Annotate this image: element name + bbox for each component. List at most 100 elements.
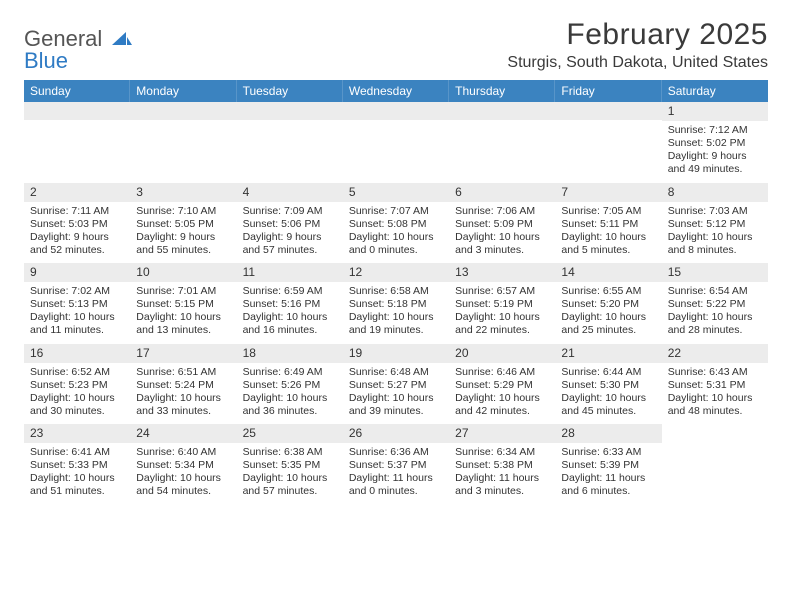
- day-line-ss: Sunset: 5:35 PM: [243, 459, 337, 472]
- day-line-d2: and 22 minutes.: [455, 324, 549, 337]
- day-cell: 5Sunrise: 7:07 AMSunset: 5:08 PMDaylight…: [343, 183, 449, 264]
- day-line-sr: Sunrise: 7:02 AM: [30, 285, 124, 298]
- day-cell: 22Sunrise: 6:43 AMSunset: 5:31 PMDayligh…: [662, 344, 768, 425]
- empty-day-bar: [555, 102, 661, 120]
- day-line-d2: and 51 minutes.: [30, 485, 124, 498]
- day-body: Sunrise: 6:33 AMSunset: 5:39 PMDaylight:…: [555, 443, 661, 505]
- day-cell: 6Sunrise: 7:06 AMSunset: 5:09 PMDaylight…: [449, 183, 555, 264]
- day-cell: [343, 102, 449, 183]
- day-line-sr: Sunrise: 7:03 AM: [668, 205, 762, 218]
- day-number: 23: [24, 424, 130, 443]
- day-line-sr: Sunrise: 7:01 AM: [136, 285, 230, 298]
- day-line-d1: Daylight: 10 hours: [561, 311, 655, 324]
- day-line-sr: Sunrise: 6:41 AM: [30, 446, 124, 459]
- day-cell: 13Sunrise: 6:57 AMSunset: 5:19 PMDayligh…: [449, 263, 555, 344]
- day-line-d1: Daylight: 11 hours: [455, 472, 549, 485]
- day-cell: [662, 424, 768, 505]
- day-line-sr: Sunrise: 6:52 AM: [30, 366, 124, 379]
- day-body: Sunrise: 6:54 AMSunset: 5:22 PMDaylight:…: [662, 282, 768, 344]
- day-body: Sunrise: 7:01 AMSunset: 5:15 PMDaylight:…: [130, 282, 236, 344]
- day-line-d1: Daylight: 10 hours: [136, 472, 230, 485]
- day-line-sr: Sunrise: 7:09 AM: [243, 205, 337, 218]
- day-line-ss: Sunset: 5:38 PM: [455, 459, 549, 472]
- day-line-sr: Sunrise: 6:38 AM: [243, 446, 337, 459]
- brand-logo: General Blue: [24, 18, 132, 72]
- day-line-d2: and 3 minutes.: [455, 244, 549, 257]
- day-cell: 20Sunrise: 6:46 AMSunset: 5:29 PMDayligh…: [449, 344, 555, 425]
- week-row: 9Sunrise: 7:02 AMSunset: 5:13 PMDaylight…: [24, 263, 768, 344]
- day-cell: 14Sunrise: 6:55 AMSunset: 5:20 PMDayligh…: [555, 263, 661, 344]
- day-line-sr: Sunrise: 7:07 AM: [349, 205, 443, 218]
- day-line-ss: Sunset: 5:31 PM: [668, 379, 762, 392]
- day-line-d1: Daylight: 10 hours: [668, 311, 762, 324]
- empty-day-bar: [130, 102, 236, 120]
- day-cell: 9Sunrise: 7:02 AMSunset: 5:13 PMDaylight…: [24, 263, 130, 344]
- day-line-sr: Sunrise: 6:44 AM: [561, 366, 655, 379]
- day-line-d1: Daylight: 11 hours: [561, 472, 655, 485]
- day-line-d1: Daylight: 10 hours: [30, 472, 124, 485]
- day-line-d1: Daylight: 9 hours: [136, 231, 230, 244]
- day-line-d2: and 11 minutes.: [30, 324, 124, 337]
- day-line-d1: Daylight: 10 hours: [349, 311, 443, 324]
- day-line-d2: and 13 minutes.: [136, 324, 230, 337]
- day-number: 19: [343, 344, 449, 363]
- day-line-ss: Sunset: 5:09 PM: [455, 218, 549, 231]
- day-line-ss: Sunset: 5:08 PM: [349, 218, 443, 231]
- day-line-d1: Daylight: 11 hours: [349, 472, 443, 485]
- weeks-container: 1Sunrise: 7:12 AMSunset: 5:02 PMDaylight…: [24, 102, 768, 505]
- title-block: February 2025 Sturgis, South Dakota, Uni…: [507, 18, 768, 72]
- day-body: Sunrise: 6:44 AMSunset: 5:30 PMDaylight:…: [555, 363, 661, 425]
- day-line-d2: and 45 minutes.: [561, 405, 655, 418]
- day-body: Sunrise: 7:05 AMSunset: 5:11 PMDaylight:…: [555, 202, 661, 264]
- day-line-sr: Sunrise: 6:46 AM: [455, 366, 549, 379]
- day-number: 2: [24, 183, 130, 202]
- day-line-ss: Sunset: 5:02 PM: [668, 137, 762, 150]
- day-cell: [449, 102, 555, 183]
- day-cell: 4Sunrise: 7:09 AMSunset: 5:06 PMDaylight…: [237, 183, 343, 264]
- day-line-d2: and 30 minutes.: [30, 405, 124, 418]
- day-of-week-header: SundayMondayTuesdayWednesdayThursdayFrid…: [24, 80, 768, 102]
- day-number: 8: [662, 183, 768, 202]
- day-body: Sunrise: 6:55 AMSunset: 5:20 PMDaylight:…: [555, 282, 661, 344]
- day-body: Sunrise: 7:03 AMSunset: 5:12 PMDaylight:…: [662, 202, 768, 264]
- dow-cell: Monday: [130, 80, 236, 102]
- day-line-ss: Sunset: 5:24 PM: [136, 379, 230, 392]
- day-number: 9: [24, 263, 130, 282]
- day-number: 3: [130, 183, 236, 202]
- day-line-sr: Sunrise: 6:54 AM: [668, 285, 762, 298]
- day-cell: 27Sunrise: 6:34 AMSunset: 5:38 PMDayligh…: [449, 424, 555, 505]
- day-body: Sunrise: 7:06 AMSunset: 5:09 PMDaylight:…: [449, 202, 555, 264]
- day-line-ss: Sunset: 5:33 PM: [30, 459, 124, 472]
- day-line-d2: and 16 minutes.: [243, 324, 337, 337]
- day-line-sr: Sunrise: 6:59 AM: [243, 285, 337, 298]
- day-cell: 25Sunrise: 6:38 AMSunset: 5:35 PMDayligh…: [237, 424, 343, 505]
- day-line-ss: Sunset: 5:30 PM: [561, 379, 655, 392]
- empty-day-bar: [24, 102, 130, 120]
- location-subtitle: Sturgis, South Dakota, United States: [507, 54, 768, 72]
- day-line-d2: and 28 minutes.: [668, 324, 762, 337]
- day-number: 5: [343, 183, 449, 202]
- day-line-ss: Sunset: 5:18 PM: [349, 298, 443, 311]
- day-line-d2: and 25 minutes.: [561, 324, 655, 337]
- logo-word-2: Blue: [24, 50, 132, 72]
- day-line-ss: Sunset: 5:22 PM: [668, 298, 762, 311]
- day-body: Sunrise: 6:43 AMSunset: 5:31 PMDaylight:…: [662, 363, 768, 425]
- day-body: Sunrise: 7:11 AMSunset: 5:03 PMDaylight:…: [24, 202, 130, 264]
- day-line-sr: Sunrise: 6:51 AM: [136, 366, 230, 379]
- day-body: Sunrise: 6:41 AMSunset: 5:33 PMDaylight:…: [24, 443, 130, 505]
- day-line-ss: Sunset: 5:20 PM: [561, 298, 655, 311]
- day-line-sr: Sunrise: 7:11 AM: [30, 205, 124, 218]
- day-line-d1: Daylight: 9 hours: [243, 231, 337, 244]
- day-cell: 3Sunrise: 7:10 AMSunset: 5:05 PMDaylight…: [130, 183, 236, 264]
- day-line-d2: and 55 minutes.: [136, 244, 230, 257]
- week-row: 2Sunrise: 7:11 AMSunset: 5:03 PMDaylight…: [24, 183, 768, 264]
- day-line-ss: Sunset: 5:23 PM: [30, 379, 124, 392]
- day-line-d2: and 3 minutes.: [455, 485, 549, 498]
- day-line-ss: Sunset: 5:37 PM: [349, 459, 443, 472]
- day-line-d2: and 19 minutes.: [349, 324, 443, 337]
- day-cell: 23Sunrise: 6:41 AMSunset: 5:33 PMDayligh…: [24, 424, 130, 505]
- day-line-sr: Sunrise: 7:06 AM: [455, 205, 549, 218]
- day-cell: 16Sunrise: 6:52 AMSunset: 5:23 PMDayligh…: [24, 344, 130, 425]
- day-body: Sunrise: 6:51 AMSunset: 5:24 PMDaylight:…: [130, 363, 236, 425]
- day-line-d2: and 6 minutes.: [561, 485, 655, 498]
